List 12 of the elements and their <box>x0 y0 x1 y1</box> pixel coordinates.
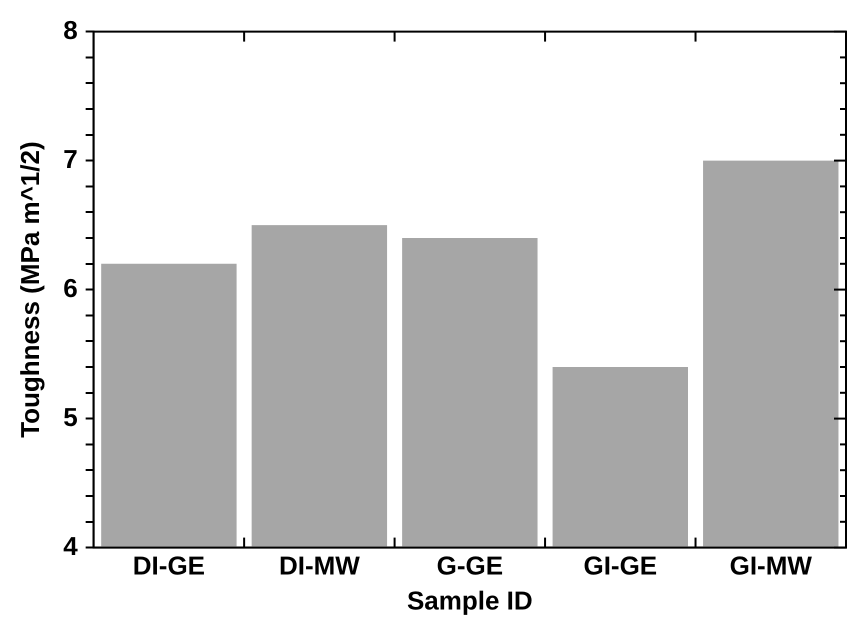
x-tick-label: GI-MW <box>730 550 812 580</box>
x-tick-label: DI-GE <box>132 550 206 580</box>
y-tick-label: 4 <box>63 530 78 561</box>
y-tick-label: 8 <box>63 14 78 45</box>
x-tick-label: G-GE <box>436 550 504 580</box>
y-axis-title: Toughness (MPa m^1/2) <box>14 141 45 438</box>
x-tick-label: GI-GE <box>583 550 658 580</box>
x-axis-title: Sample ID <box>406 586 533 616</box>
y-tick-label: 5 <box>63 402 78 432</box>
x-tick-label: DI-MW <box>278 550 360 580</box>
y-tick-label: 6 <box>63 272 78 303</box>
y-tick-label: 7 <box>63 144 78 174</box>
